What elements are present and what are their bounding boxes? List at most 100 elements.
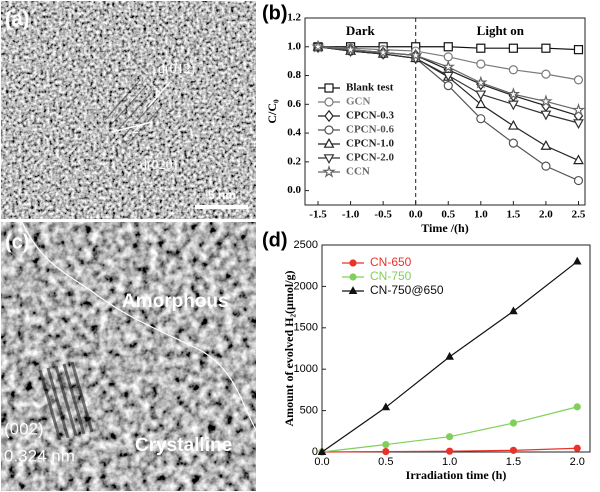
x-axis-label: Irradiation time (h) xyxy=(406,468,507,482)
marker xyxy=(509,446,518,454)
y-tick-label: 1.2 xyxy=(287,12,301,24)
lattice-c xyxy=(38,361,94,441)
y-tick-label: 1000 xyxy=(294,363,318,375)
marker xyxy=(476,43,486,53)
panel-label: (d) xyxy=(262,229,288,251)
marker xyxy=(573,175,584,186)
legend-label: CPCN-1.0 xyxy=(346,138,394,150)
legend-label: CN-650 xyxy=(370,255,412,269)
marker xyxy=(382,447,390,456)
x-tick-label: 0.5 xyxy=(378,456,393,468)
marker xyxy=(441,59,456,73)
marker xyxy=(540,139,552,150)
marker xyxy=(507,119,519,130)
marker xyxy=(573,444,581,452)
y-tick-label: 0.4 xyxy=(287,127,301,139)
marker xyxy=(382,440,390,449)
legend-marker xyxy=(348,286,358,294)
marker xyxy=(573,45,584,55)
marker xyxy=(508,138,518,148)
legend-marker xyxy=(324,83,334,93)
marker xyxy=(541,161,551,171)
y-tick-label: 0.8 xyxy=(287,69,301,81)
marker xyxy=(573,119,584,130)
legend-marker xyxy=(324,109,334,123)
y-axis-label: Amount of evolved H₂(μmol/g) xyxy=(282,270,296,426)
lattice-a xyxy=(104,79,163,145)
region-label: Amorphous xyxy=(122,291,229,312)
spacing-label: 0.324 nm xyxy=(4,446,75,465)
arrow xyxy=(147,81,171,108)
panel-label: (c) xyxy=(5,231,29,253)
marker xyxy=(443,42,453,52)
region-label: Crystalline xyxy=(135,435,232,456)
y-tick-label: 2500 xyxy=(294,239,318,251)
y-tick-label: 2000 xyxy=(294,280,318,292)
scale-bar-label: 5 nm xyxy=(208,188,236,202)
marker xyxy=(476,114,486,124)
micrograph-c xyxy=(1,222,256,491)
marker xyxy=(539,94,553,108)
marker xyxy=(442,71,454,82)
x-tick-label: 1.0 xyxy=(442,456,457,468)
marker xyxy=(317,447,327,455)
y-tick-label: 500 xyxy=(300,405,318,417)
legend-marker xyxy=(324,125,334,135)
marker xyxy=(573,154,584,165)
y-tick-label: 1500 xyxy=(294,322,318,334)
plane-label: (002) xyxy=(4,419,44,438)
annotation: 2 xyxy=(132,122,139,137)
x-tick-label: 0.5 xyxy=(441,209,455,221)
y-tick-label: 0 xyxy=(312,446,318,458)
legend-label: CPCN-0.6 xyxy=(346,124,394,136)
legend-marker xyxy=(324,97,334,107)
marker xyxy=(381,402,391,411)
annotation: d(020) xyxy=(140,158,178,173)
x-tick-label: 1.5 xyxy=(506,209,520,221)
x-tick-label: -1.0 xyxy=(342,209,360,221)
legend-marker xyxy=(349,259,357,267)
legend-label: CPCN-0.3 xyxy=(346,110,394,122)
x-axis-label: Time /(h) xyxy=(421,221,468,235)
marker xyxy=(508,65,518,75)
x-tick-label: 0.0 xyxy=(409,209,423,221)
x-tick-label: 1.0 xyxy=(474,209,488,221)
annotation: Light on xyxy=(477,23,525,38)
marker xyxy=(540,110,552,121)
panel-label: (a) xyxy=(5,8,29,30)
legend-marker xyxy=(349,273,357,281)
annotation: 1 xyxy=(153,86,160,101)
y-tick-label: 0.6 xyxy=(287,98,301,110)
annotation: Dark xyxy=(346,23,376,38)
marker xyxy=(343,42,358,56)
marker xyxy=(509,419,518,427)
y-tick-label: 0.0 xyxy=(287,184,301,196)
x-tick-label: -1.5 xyxy=(309,209,327,221)
y-tick-label: 0.2 xyxy=(287,155,301,167)
marker xyxy=(573,75,584,85)
x-tick-label: 2.0 xyxy=(570,456,585,468)
marker xyxy=(446,447,454,455)
marker xyxy=(475,98,487,109)
plot-frame xyxy=(304,17,586,206)
legend-marker xyxy=(323,137,335,148)
micrograph-a xyxy=(1,1,256,219)
marker xyxy=(541,43,551,53)
marker xyxy=(508,43,518,53)
marker xyxy=(571,102,586,116)
legend-marker xyxy=(323,154,335,165)
boundary xyxy=(21,221,257,431)
arrow xyxy=(111,121,153,133)
marker xyxy=(507,100,519,111)
plot-frame xyxy=(321,244,591,453)
marker xyxy=(541,69,551,79)
marker xyxy=(476,59,486,69)
legend-label: Blank test xyxy=(346,82,394,94)
series-line xyxy=(321,406,578,453)
legend-label: CN-750 xyxy=(370,269,412,283)
legend-label: CCN xyxy=(346,166,370,178)
y-axis-label: C/C₀ xyxy=(265,99,279,124)
legend-label: CPCN-2.0 xyxy=(346,152,394,164)
marker xyxy=(445,351,454,360)
